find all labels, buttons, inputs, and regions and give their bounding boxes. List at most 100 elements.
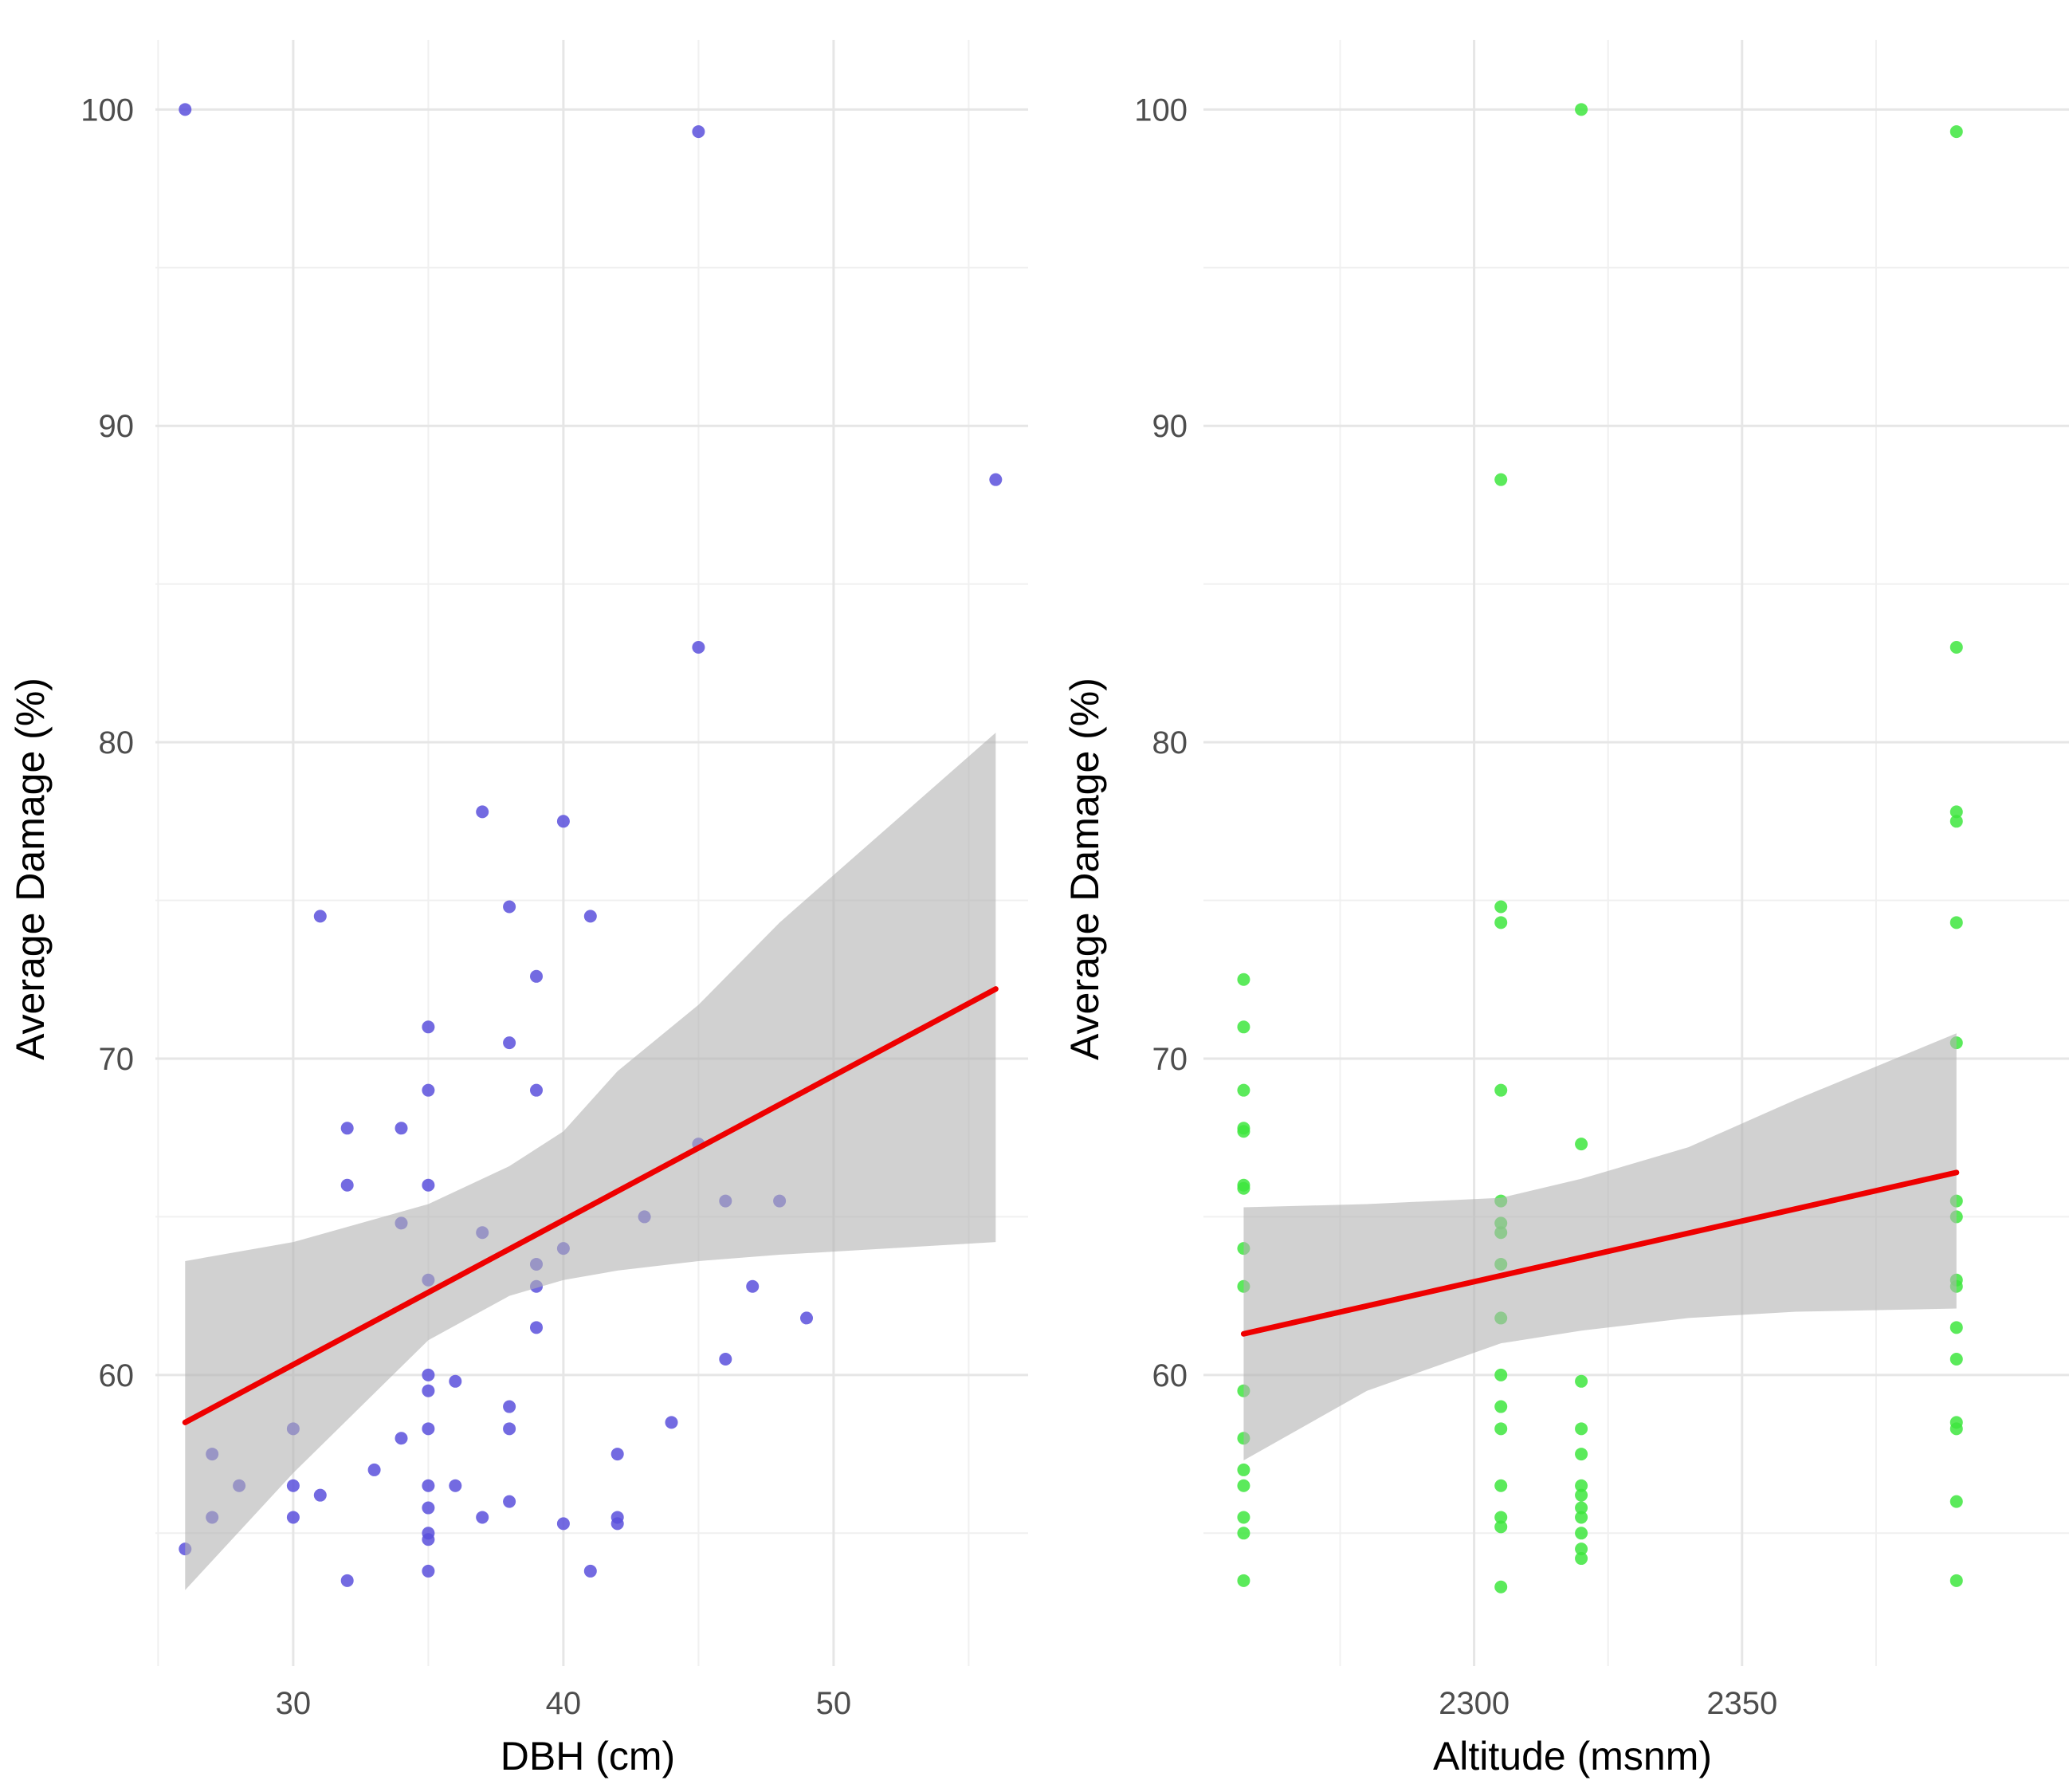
- data-point: [1494, 1422, 1508, 1436]
- data-point: [1237, 1574, 1250, 1587]
- data-point: [1494, 1479, 1508, 1492]
- data-point: [286, 1511, 300, 1524]
- data-point: [1237, 1463, 1250, 1476]
- data-point: [1494, 1580, 1508, 1594]
- data-point: [340, 1574, 354, 1587]
- data-point: [422, 1564, 435, 1578]
- data-point: [1237, 1125, 1250, 1138]
- panel-dbh: 60 70 80 90 100 30 40 50 DBH (cm) Average Damage …: [8, 40, 1028, 1778]
- data-point: [746, 1279, 760, 1293]
- data-point: [800, 1311, 814, 1325]
- data-point: [530, 969, 544, 983]
- y-tick-label: 60: [99, 1358, 135, 1393]
- data-point: [530, 1083, 544, 1097]
- data-point: [313, 910, 327, 923]
- data-point: [503, 900, 516, 914]
- y-tick-label: 100: [1134, 92, 1188, 128]
- data-point: [1237, 973, 1250, 986]
- data-point: [422, 1368, 435, 1381]
- data-point: [1494, 1083, 1508, 1097]
- data-point: [340, 1122, 354, 1135]
- x-tick-label: 2350: [1706, 1686, 1777, 1721]
- y-tick-label: 90: [99, 409, 135, 444]
- data-point: [1237, 1181, 1250, 1195]
- data-point: [1949, 815, 1963, 828]
- data-point: [1494, 1368, 1508, 1381]
- data-point: [503, 1422, 516, 1436]
- data-point: [1949, 805, 1963, 819]
- y-tick-label: 80: [99, 725, 135, 760]
- data-point: [1575, 1138, 1588, 1151]
- data-point: [1575, 1448, 1588, 1461]
- data-point: [1575, 1488, 1588, 1502]
- data-point: [503, 1400, 516, 1413]
- data-point: [583, 1564, 597, 1578]
- data-point: [179, 103, 192, 116]
- data-point: [1949, 125, 1963, 139]
- data-point: [313, 1488, 327, 1502]
- data-point: [449, 1479, 462, 1492]
- data-point: [476, 805, 489, 819]
- x-axis-title: DBH (cm): [501, 1734, 675, 1778]
- x-tick-label: 40: [546, 1686, 582, 1721]
- data-point: [610, 1448, 624, 1461]
- data-point: [530, 1321, 544, 1334]
- data-point: [1575, 103, 1588, 116]
- panel-altitude: 60 70 80 90 100 2300 2350 Altitude (msnm) Averag…: [1062, 40, 2069, 1778]
- data-point: [1237, 1020, 1250, 1034]
- data-point: [367, 1463, 381, 1476]
- y-tick-label: 60: [1152, 1358, 1188, 1393]
- data-point: [989, 473, 1003, 486]
- data-point: [719, 1353, 732, 1366]
- data-point: [1575, 1422, 1588, 1436]
- y-tick-label: 90: [1152, 409, 1188, 444]
- data-point: [1237, 1083, 1250, 1097]
- data-point: [1494, 900, 1508, 914]
- data-point: [1949, 1422, 1963, 1436]
- data-point: [556, 1517, 570, 1531]
- data-point: [422, 1020, 435, 1034]
- data-point: [422, 1178, 435, 1192]
- plot-area: [1203, 40, 2069, 1666]
- data-point: [340, 1178, 354, 1192]
- y-tick-label: 100: [80, 92, 134, 128]
- data-point: [1949, 1574, 1963, 1587]
- data-point: [583, 910, 597, 923]
- data-point: [692, 125, 705, 139]
- data-point: [1949, 641, 1963, 654]
- data-point: [1575, 1511, 1588, 1524]
- data-point: [1494, 916, 1508, 929]
- data-point: [1575, 1501, 1588, 1515]
- data-point: [286, 1479, 300, 1492]
- data-point: [1575, 1479, 1588, 1492]
- data-point: [1949, 1353, 1963, 1366]
- confidence-ribbon: [185, 733, 996, 1590]
- data-point: [449, 1374, 462, 1388]
- x-tick-label: 50: [816, 1686, 852, 1721]
- data-point: [1237, 1511, 1250, 1524]
- data-point: [1575, 1542, 1588, 1556]
- data-point: [422, 1384, 435, 1397]
- data-point: [503, 1495, 516, 1508]
- data-point: [422, 1501, 435, 1515]
- data-point: [1575, 1552, 1588, 1566]
- x-tick-label: 2300: [1439, 1686, 1510, 1721]
- data-point: [1949, 1321, 1963, 1334]
- data-point: [422, 1479, 435, 1492]
- data-point: [422, 1083, 435, 1097]
- y-tick-label: 80: [1152, 725, 1188, 760]
- data-point: [1575, 1374, 1588, 1388]
- data-point: [556, 815, 570, 828]
- data-point: [665, 1416, 678, 1429]
- x-tick-label: 30: [276, 1686, 312, 1721]
- data-point: [1237, 1479, 1250, 1492]
- x-axis-title: Altitude (msnm): [1433, 1734, 1712, 1778]
- data-point: [422, 1422, 435, 1436]
- data-point: [476, 1511, 489, 1524]
- data-point: [1237, 1527, 1250, 1540]
- data-point: [1494, 1511, 1508, 1524]
- y-axis-title: Average Damage (%): [1062, 678, 1107, 1060]
- data-point: [610, 1517, 624, 1531]
